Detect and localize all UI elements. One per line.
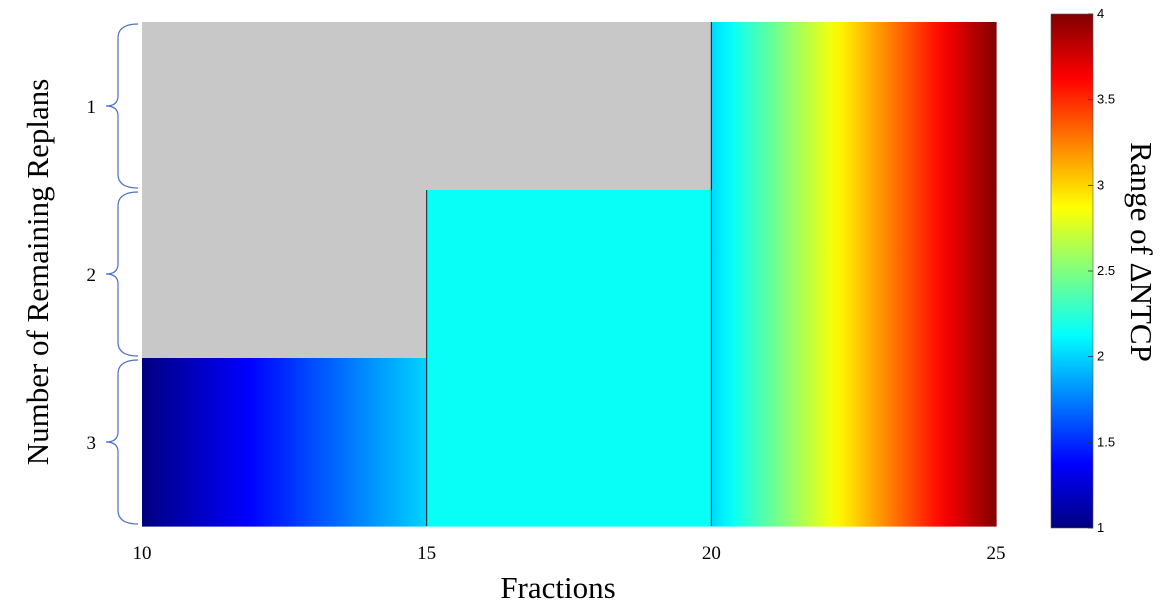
colorbar-tick-label: 2 (1097, 349, 1104, 364)
colorbar-tick-label: 1.5 (1097, 434, 1115, 449)
row-brace-3 (105, 359, 139, 525)
x-tick-label: 25 (987, 543, 1006, 564)
colorbar-tick-label: 3 (1097, 177, 1104, 192)
row-brace-1 (105, 23, 139, 189)
colorbar-tick-label: 2.5 (1097, 263, 1115, 278)
heatmap-cell-3-20-25 (711, 358, 997, 527)
row-brace-2 (105, 191, 139, 357)
heatmap-cell-2-15-20 (426, 190, 712, 359)
heatmap-cell-3-15-20 (426, 358, 712, 527)
heatmap-cell-1-10-20 (142, 22, 712, 191)
heatmap-cell-1-20-25 (711, 22, 997, 191)
colorbar-tick-label: 4 (1097, 6, 1104, 21)
x-tick-labels: 10 15 20 25 (133, 543, 1006, 564)
boundary-lines (426, 22, 712, 526)
y-tick-label: 2 (87, 265, 97, 286)
y-tick-labels: 1 2 3 (87, 97, 97, 454)
heatmap-cell-2-10-15 (142, 190, 428, 359)
heatmap-cell-2-20-25 (711, 190, 997, 359)
x-tick-label: 20 (702, 543, 721, 564)
colorbar-tick-label: 1 (1097, 520, 1104, 535)
heatmap-cells (142, 22, 997, 527)
heatmap-cell-3-10-15 (142, 358, 428, 527)
colorbar-label: Range of ΔNTCP (1124, 142, 1159, 362)
colorbar-scale (1050, 13, 1094, 529)
row-braces (105, 23, 139, 525)
y-axis-label: Number of Remaining Replans (20, 79, 55, 466)
x-tick-label: 10 (133, 543, 152, 564)
x-tick-label: 15 (417, 543, 436, 564)
y-tick-label: 3 (87, 433, 97, 454)
colorbar: 1 1.5 2 2.5 3 3.5 4 (1050, 6, 1115, 535)
y-tick-label: 1 (87, 97, 97, 118)
x-axis-label: Fractions (500, 570, 615, 605)
colorbar-tick-label: 3.5 (1097, 92, 1115, 107)
